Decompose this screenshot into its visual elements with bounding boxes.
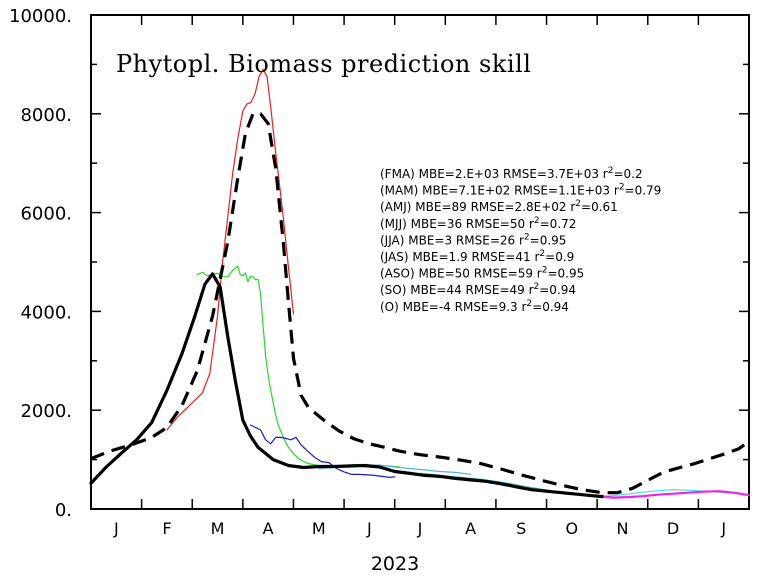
x-tick-label: A [465,519,476,538]
y-tick-label: 0. [55,500,72,521]
x-tick-label: M [211,519,225,538]
y-tick-label: 6000. [20,204,72,225]
x-tick-label: J [366,519,372,538]
x-tick-label: A [263,519,274,538]
x-tick-label: J [720,519,726,538]
x-tick-label: J [113,519,119,538]
x-tick-label: S [516,519,526,538]
stats-row: (AMJ) MBE=89 RMSE=2.8E+02 r2=0.61 [380,199,618,214]
x-tick-label: N [616,519,628,538]
x-tick-label: F [162,519,171,538]
y-tick-label: 2000. [20,401,72,422]
series-line-observed [89,272,604,499]
y-tick-label: 4000. [20,302,72,323]
stats-row: (JJA) MBE=3 RMSE=26 r2=0.95 [380,232,566,247]
stats-row: (MAM) MBE=7.1E+02 RMSE=1.1E+03 r2=0.79 [380,183,661,198]
series-line-on [596,490,751,499]
series-line-amj [249,424,396,478]
series-group [89,68,751,499]
x-axis-label: 2023 [371,553,419,575]
stats-row: (ASO) MBE=50 RMSE=59 r2=0.95 [380,266,584,281]
stats-row: (SO) MBE=44 RMSE=49 r2=0.94 [380,282,576,297]
stats-row: (JAS) MBE=1.9 RMSE=41 r2=0.9 [380,249,574,264]
series-line-prediction-dashed [90,112,750,495]
stats-row: (MJJ) MBE=36 RMSE=50 r2=0.72 [380,216,576,231]
x-tick-label: J [417,519,423,538]
y-tick-label: 8000. [20,105,72,126]
x-tick-label: M [312,519,326,538]
stats-row: (O) MBE=-4 RMSE=9.3 r2=0.94 [380,299,569,314]
x-tick-label: D [667,519,679,538]
series-line-mam [196,265,401,468]
x-tick-label: O [566,519,579,538]
stats-row: (FMA) MBE=2.E+03 RMSE=3.7E+03 r2=0.2 [380,166,643,181]
y-tick-label: 10000. [9,6,72,27]
chart-title: Phytopl. Biomass prediction skill [116,50,531,78]
stats-annotations: (FMA) MBE=2.E+03 RMSE=3.7E+03 r2=0.2 (MAM… [380,166,661,314]
series-line-fma [166,68,295,431]
y-axis: 0. 2000. 4000. 6000. 8000. 10000. [9,6,749,521]
